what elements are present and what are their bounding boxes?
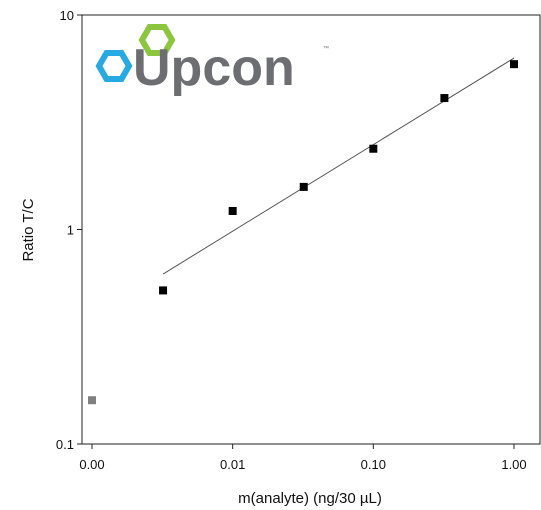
data-points — [88, 60, 518, 405]
data-point — [88, 396, 96, 405]
logo-green-hexagon — [138, 24, 176, 56]
data-point — [510, 60, 518, 69]
trendline — [162, 57, 515, 275]
y-axis-title: Ratio T/C — [20, 198, 37, 261]
data-point — [228, 206, 237, 215]
trendline-layer — [162, 57, 515, 275]
upcon-logo: Upcon ™ — [95, 24, 329, 97]
x-axis-title: m(analyte) (ng/30 µL) — [238, 490, 382, 507]
plot-area — [81, 14, 541, 445]
data-point — [299, 182, 308, 191]
data-point — [159, 286, 168, 295]
logo-trademark: ™ — [323, 45, 329, 52]
y-tick-label: 0.1 — [56, 437, 74, 452]
y-axis-ticks: 0.1 1 10 — [56, 8, 82, 452]
x-axis-ticks: 0.00 0.01 0.10 1.00 — [79, 444, 527, 472]
x-tick-label: 0.01 — [220, 457, 245, 472]
x-tick-label: 1.00 — [501, 457, 526, 472]
y-tick-label: 10 — [60, 8, 74, 23]
x-tick-label: 0.00 — [79, 457, 104, 472]
x-tick-label: 0.10 — [361, 457, 386, 472]
logo-wordmark: Upcon — [133, 39, 295, 97]
data-point — [369, 144, 378, 153]
y-tick-label: 1 — [67, 223, 74, 238]
data-point — [440, 94, 449, 103]
logo-blue-hexagon — [95, 50, 133, 82]
